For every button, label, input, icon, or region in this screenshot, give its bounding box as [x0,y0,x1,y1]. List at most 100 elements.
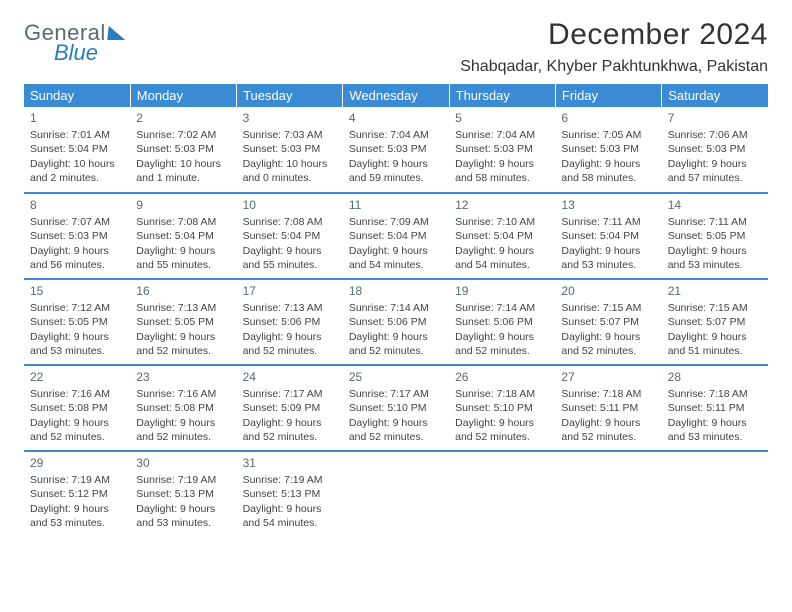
sunrise-text: Sunrise: 7:18 AM [668,387,762,401]
sunset-text: Sunset: 5:13 PM [243,487,337,501]
sunset-text: Sunset: 5:10 PM [455,401,549,415]
location-subtitle: Shabqadar, Khyber Pakhtunkhwa, Pakistan [460,58,768,76]
day-number: 13 [561,197,655,213]
calendar-cell: 27Sunrise: 7:18 AMSunset: 5:11 PMDayligh… [555,365,661,451]
calendar-cell: 8Sunrise: 7:07 AMSunset: 5:03 PMDaylight… [24,193,130,279]
day-number: 16 [136,283,230,299]
sunset-text: Sunset: 5:09 PM [243,401,337,415]
sunrise-text: Sunrise: 7:02 AM [136,128,230,142]
calendar-cell: 25Sunrise: 7:17 AMSunset: 5:10 PMDayligh… [343,365,449,451]
day-number: 14 [668,197,762,213]
table-row: 15Sunrise: 7:12 AMSunset: 5:05 PMDayligh… [24,279,768,365]
daylight-text: Daylight: 9 hours and 58 minutes. [455,157,549,185]
daylight-text: Daylight: 10 hours and 1 minute. [136,157,230,185]
sunrise-text: Sunrise: 7:01 AM [30,128,124,142]
daylight-text: Daylight: 9 hours and 52 minutes. [136,330,230,358]
calendar-cell: 4Sunrise: 7:04 AMSunset: 5:03 PMDaylight… [343,107,449,193]
calendar-cell: 10Sunrise: 7:08 AMSunset: 5:04 PMDayligh… [237,193,343,279]
sunset-text: Sunset: 5:12 PM [30,487,124,501]
day-number: 17 [243,283,337,299]
daylight-text: Daylight: 9 hours and 58 minutes. [561,157,655,185]
day-number: 9 [136,197,230,213]
daylight-text: Daylight: 9 hours and 52 minutes. [561,416,655,444]
sunset-text: Sunset: 5:03 PM [243,142,337,156]
daylight-text: Daylight: 9 hours and 52 minutes. [349,416,443,444]
daylight-text: Daylight: 10 hours and 2 minutes. [30,157,124,185]
sunset-text: Sunset: 5:06 PM [455,315,549,329]
daylight-text: Daylight: 9 hours and 51 minutes. [668,330,762,358]
sunrise-text: Sunrise: 7:07 AM [30,215,124,229]
table-row: 8Sunrise: 7:07 AMSunset: 5:03 PMDaylight… [24,193,768,279]
day-number: 3 [243,110,337,126]
sunset-text: Sunset: 5:03 PM [561,142,655,156]
sunset-text: Sunset: 5:04 PM [455,229,549,243]
calendar-cell: 3Sunrise: 7:03 AMSunset: 5:03 PMDaylight… [237,107,343,193]
daylight-text: Daylight: 9 hours and 53 minutes. [30,502,124,530]
day-header: Thursday [449,84,555,107]
calendar-header-row: Sunday Monday Tuesday Wednesday Thursday… [24,84,768,107]
sunrise-text: Sunrise: 7:09 AM [349,215,443,229]
page-title: December 2024 [460,18,768,52]
calendar-cell: 15Sunrise: 7:12 AMSunset: 5:05 PMDayligh… [24,279,130,365]
calendar-cell [343,451,449,537]
sunset-text: Sunset: 5:04 PM [243,229,337,243]
day-number: 21 [668,283,762,299]
calendar-cell: 22 Sunrise: 7:16 AMSunset: 5:08 PMDayligh… [24,365,130,451]
calendar-cell: 23Sunrise: 7:16 AMSunset: 5:08 PMDayligh… [130,365,236,451]
sunset-text: Sunset: 5:03 PM [455,142,549,156]
calendar-cell: 16Sunrise: 7:13 AMSunset: 5:05 PMDayligh… [130,279,236,365]
day-number: 24 [243,369,337,385]
sunset-text: Sunset: 5:13 PM [136,487,230,501]
day-number: 18 [349,283,443,299]
daylight-text: Daylight: 9 hours and 52 minutes. [30,416,124,444]
sunrise-text: Sunrise: 7:04 AM [455,128,549,142]
day-number: 26 [455,369,549,385]
calendar-cell: 14Sunrise: 7:11 AMSunset: 5:05 PMDayligh… [662,193,768,279]
calendar-cell: 2Sunrise: 7:02 AMSunset: 5:03 PMDaylight… [130,107,236,193]
day-number: 31 [243,455,337,471]
daylight-text: Daylight: 9 hours and 53 minutes. [561,244,655,272]
daylight-text: Daylight: 9 hours and 53 minutes. [668,244,762,272]
daylight-text: Daylight: 9 hours and 54 minutes. [349,244,443,272]
sunrise-text: Sunrise: 7:08 AM [243,215,337,229]
sunrise-text: Sunrise: 7:19 AM [136,473,230,487]
sunset-text: Sunset: 5:06 PM [243,315,337,329]
daylight-text: Daylight: 9 hours and 52 minutes. [349,330,443,358]
header: General Blue December 2024 Shabqadar, Kh… [24,18,768,76]
daylight-text: Daylight: 9 hours and 52 minutes. [243,330,337,358]
daylight-text: Daylight: 9 hours and 52 minutes. [561,330,655,358]
sunset-text: Sunset: 5:05 PM [668,229,762,243]
sunrise-text: Sunrise: 7:14 AM [349,301,443,315]
daylight-text: Daylight: 9 hours and 59 minutes. [349,157,443,185]
calendar-body: 1Sunrise: 7:01 AMSunset: 5:04 PMDaylight… [24,107,768,537]
calendar-cell: 1Sunrise: 7:01 AMSunset: 5:04 PMDaylight… [24,107,130,193]
day-header: Wednesday [343,84,449,107]
sunset-text: Sunset: 5:07 PM [561,315,655,329]
calendar-cell: 29Sunrise: 7:19 AMSunset: 5:12 PMDayligh… [24,451,130,537]
calendar-cell: 21Sunrise: 7:15 AMSunset: 5:07 PMDayligh… [662,279,768,365]
day-number: 22 [30,369,124,385]
calendar-cell [555,451,661,537]
sunrise-text: Sunrise: 7:16 AM [30,387,124,401]
calendar-cell: 30Sunrise: 7:19 AMSunset: 5:13 PMDayligh… [130,451,236,537]
sunset-text: Sunset: 5:08 PM [30,401,124,415]
sunrise-text: Sunrise: 7:14 AM [455,301,549,315]
day-number: 30 [136,455,230,471]
day-number: 6 [561,110,655,126]
calendar-cell: 18 Sunrise: 7:14 AMSunset: 5:06 PMDayligh… [343,279,449,365]
table-row: 22Sunrise: 7:16 AMSunset: 5:08 PMDayligh… [24,365,768,451]
sunset-text: Sunset: 5:07 PM [668,315,762,329]
day-header: Monday [130,84,236,107]
sunrise-text: Sunrise: 7:06 AM [668,128,762,142]
brand-logo: General Blue [24,18,126,64]
sunset-text: Sunset: 5:08 PM [136,401,230,415]
sunset-text: Sunset: 5:05 PM [30,315,124,329]
sunrise-text: Sunrise: 7:08 AM [136,215,230,229]
sunrise-text: Sunrise: 7:03 AM [243,128,337,142]
sunset-text: Sunset: 5:06 PM [349,315,443,329]
calendar-cell: 6Sunrise: 7:05 AMSunset: 5:03 PMDaylight… [555,107,661,193]
sunrise-text: Sunrise: 7:12 AM [30,301,124,315]
calendar-cell: 9Sunrise: 7:08 AMSunset: 5:04 PMDaylight… [130,193,236,279]
daylight-text: Daylight: 9 hours and 52 minutes. [455,330,549,358]
daylight-text: Daylight: 9 hours and 54 minutes. [455,244,549,272]
